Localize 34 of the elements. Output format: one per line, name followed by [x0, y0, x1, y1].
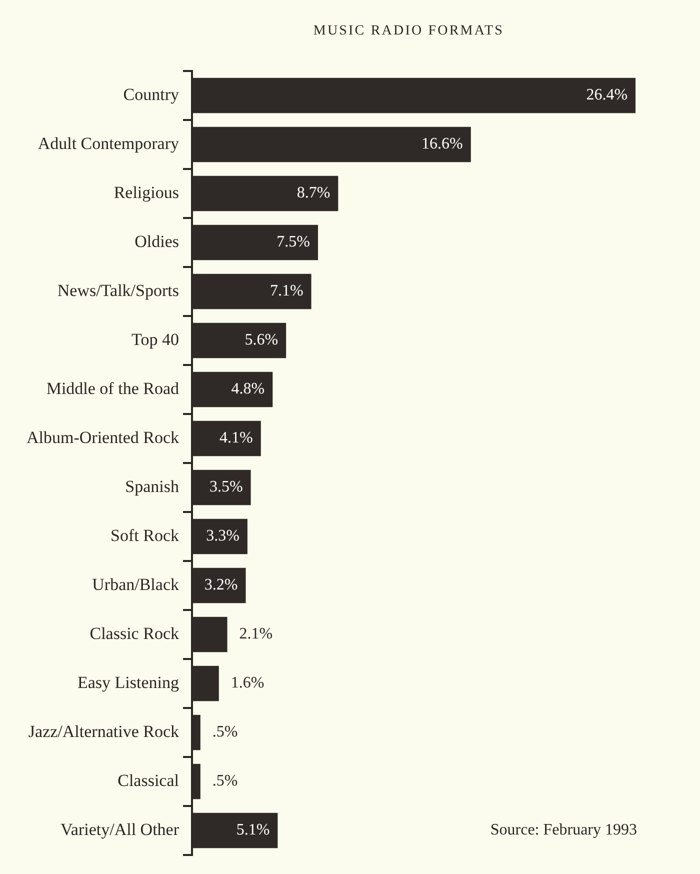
data-label: 7.1% — [270, 282, 304, 300]
y-tick-label: Classic Rock — [90, 624, 180, 643]
data-label: 4.8% — [231, 380, 265, 398]
y-tick-label: Easy Listening — [77, 672, 180, 692]
y-tick-label: Soft Rock — [110, 526, 180, 545]
data-label: .5% — [212, 724, 238, 741]
data-label: 5.1% — [236, 822, 270, 839]
data-label: 16.6% — [422, 136, 463, 153]
y-tick-label: Middle of the Road — [46, 378, 180, 398]
data-label: .5% — [212, 772, 238, 790]
data-label: 3.5% — [209, 478, 243, 496]
y-tick-label: Top 40 — [132, 330, 179, 349]
y-tick-label: Album-Oriented Rock — [26, 428, 180, 447]
data-label: 8.7% — [296, 184, 330, 202]
data-label: 2.1% — [239, 626, 273, 643]
chart-title: MUSIC RADIO FORMATS — [313, 24, 504, 39]
y-tick-label: News/Talk/Sports — [57, 280, 179, 300]
data-label: 26.4% — [586, 86, 628, 104]
y-tick-label: Classical — [118, 770, 180, 790]
y-tick-label: Oldies — [134, 232, 179, 251]
y-tick-label: Country — [123, 84, 180, 104]
y-tick-label: Jazz/Alternative Rock — [28, 722, 180, 741]
data-label: 1.6% — [230, 674, 264, 692]
data-label: 4.1% — [220, 430, 253, 447]
data-label: 3.3% — [206, 528, 240, 545]
data-label: 3.2% — [204, 576, 238, 594]
y-tick-label: Variety/All Other — [60, 820, 180, 839]
y-tick-label: Adult Contemporary — [38, 134, 180, 153]
y-tick-label: Religious — [114, 182, 179, 202]
y-tick-label: Spanish — [125, 476, 180, 496]
data-label: 7.5% — [276, 234, 310, 251]
y-tick-label: Urban/Black — [92, 574, 180, 594]
annotation: Source: February 1993 — [490, 822, 637, 839]
data-label: 5.6% — [244, 332, 278, 349]
